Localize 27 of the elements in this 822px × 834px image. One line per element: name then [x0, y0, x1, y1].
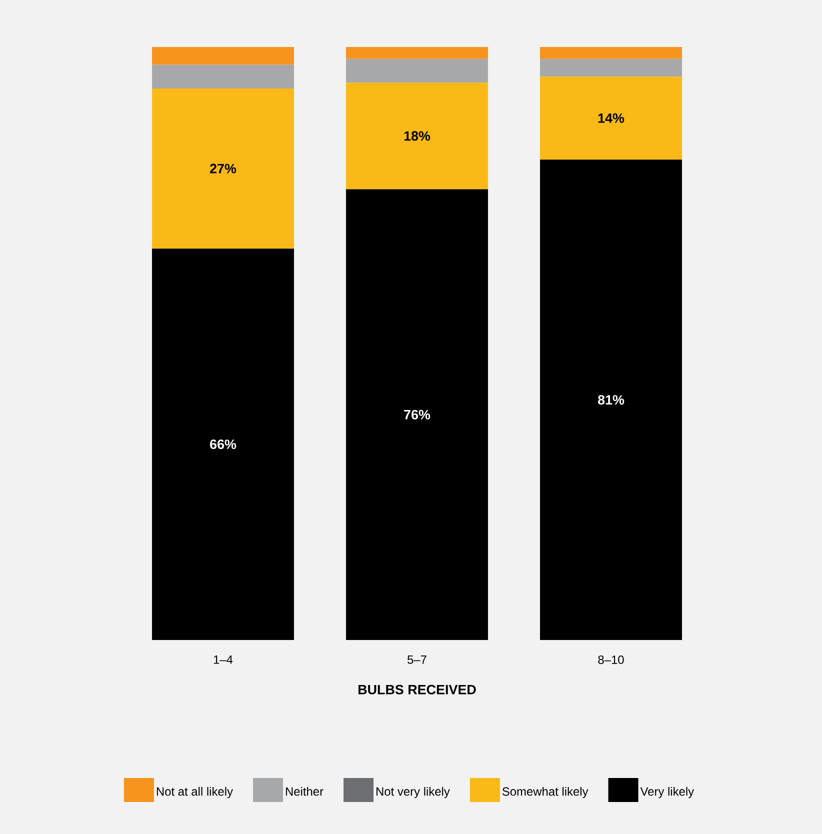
data-label: 66% [210, 440, 236, 450]
bar [346, 189, 488, 640]
bar [540, 58, 682, 77]
data-label: 18% [404, 131, 430, 141]
x-tick-label: 8–10 [598, 656, 624, 664]
bar [346, 58, 488, 83]
bar [152, 88, 294, 249]
x-tick-label: 5–7 [408, 656, 426, 664]
x-tick-label: 1–4 [214, 656, 233, 664]
legend-label: Somewhat likely [502, 786, 588, 798]
bar [540, 76, 682, 160]
bar [346, 82, 488, 190]
bar [152, 64, 294, 88]
bar [540, 46, 682, 59]
legend-label: Not very likely [376, 786, 450, 798]
legend-label: Neither [286, 786, 324, 796]
bar [152, 46, 294, 65]
legend-label: Very likely [640, 786, 694, 798]
bar [152, 248, 294, 640]
data-label: 76% [404, 410, 430, 420]
data-label: 27% [210, 164, 236, 174]
data-label: 14% [598, 113, 624, 123]
bar [540, 160, 682, 640]
bar [346, 46, 488, 59]
data-label: 81% [598, 395, 624, 405]
legend-label: Not at all likely [156, 786, 233, 798]
x-axis-title: BULBS RECEIVED [358, 684, 476, 694]
